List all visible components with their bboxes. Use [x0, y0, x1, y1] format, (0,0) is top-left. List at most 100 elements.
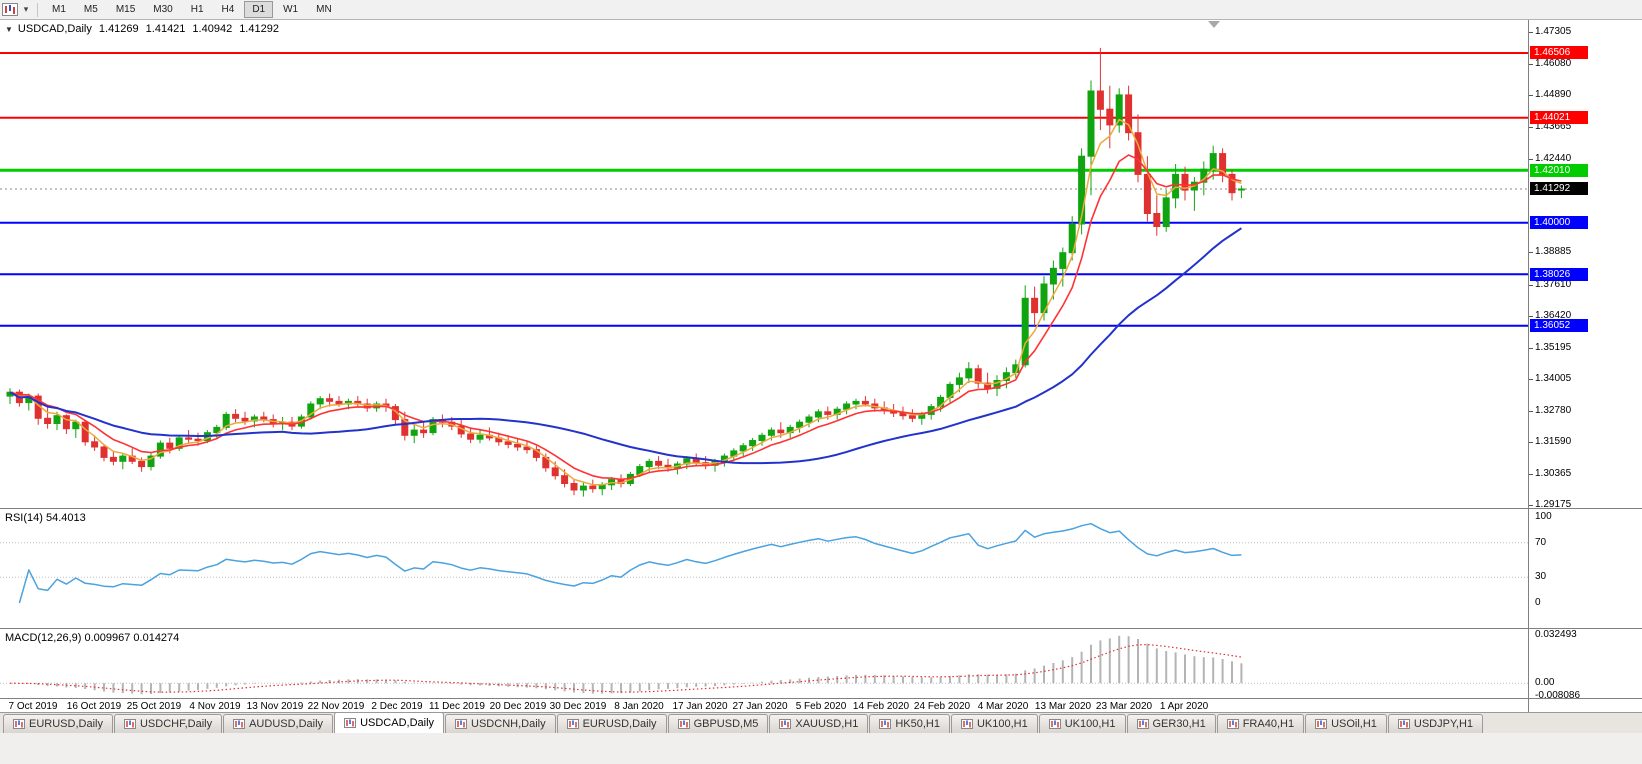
chart-tab-ger30-h1[interactable]: GER30,H1 [1126, 714, 1216, 733]
timeframe-button-W1[interactable]: W1 [275, 1, 306, 18]
chart-tab-usdcad-daily[interactable]: USDCAD,Daily [334, 712, 445, 733]
chart-tab-hk50-h1[interactable]: HK50,H1 [869, 714, 950, 733]
chart-tab-icon [233, 719, 246, 729]
timeframe-button-H4[interactable]: H4 [214, 1, 243, 18]
chart-type-dropdown-caret-icon[interactable]: ▾ [23, 4, 29, 14]
price-tick-label: 1.34005 [1535, 373, 1572, 384]
chart-tab-audusd-daily[interactable]: AUDUSD,Daily [223, 714, 334, 733]
ma-fast-line [9, 118, 1242, 486]
timeframe-button-M30[interactable]: M30 [145, 1, 180, 18]
price-tick-label: 1.37610 [1535, 279, 1572, 290]
timeframe-button-M15[interactable]: M15 [108, 1, 143, 18]
chart-tab-icon [455, 719, 468, 729]
date-tick-label: 4 Nov 2019 [189, 701, 241, 712]
ma-medium-line [9, 154, 1242, 481]
chart-tab-icon [677, 719, 690, 729]
chart-tab-label: USDJPY,H1 [1413, 718, 1474, 730]
ohlc-high: 1.41421 [145, 23, 186, 35]
macd-canvas [0, 635, 1528, 695]
chart-symbol-label: USDCAD,Daily [17, 23, 92, 35]
timeframe-button-M1[interactable]: M1 [44, 1, 74, 18]
macd-scale-axis[interactable]: 0.032493 0.00 -0.008086 [1528, 628, 1642, 701]
chart-tab-usoil-h1[interactable]: USOil,H1 [1305, 714, 1387, 733]
price-tick-label: 1.46080 [1535, 58, 1572, 69]
date-tick-label: 16 Oct 2019 [66, 701, 122, 712]
ohlc-close: 1.41292 [239, 23, 279, 35]
axis-corner [1528, 698, 1642, 712]
timeframe-button-H1[interactable]: H1 [183, 1, 212, 18]
chart-tab-fra40-h1[interactable]: FRA40,H1 [1216, 714, 1305, 733]
price-tick-mark [1529, 505, 1533, 506]
collapse-panel-icon[interactable]: ▼ [5, 25, 13, 34]
chart-tab-xauusd-h1[interactable]: XAUUSD,H1 [769, 714, 869, 733]
chart-tab-label: FRA40,H1 [1242, 718, 1295, 730]
rsi-scale-axis[interactable]: 100 70 30 0 [1528, 508, 1642, 628]
price-tick-label: 1.31590 [1535, 436, 1572, 447]
candlestick-chart-icon-glyph [2, 3, 18, 16]
price-tick-label: 1.38885 [1535, 246, 1572, 257]
chart-tab-uk100-h1[interactable]: UK100,H1 [1038, 714, 1126, 733]
date-tick-label: 8 Jan 2020 [614, 701, 664, 712]
price-tick-mark [1529, 285, 1533, 286]
chart-tab-label: EURUSD,Daily [29, 718, 103, 730]
chart-tab-icon [566, 719, 579, 729]
chart-tab-icon [960, 719, 973, 729]
chart-tab-label: UK100,H1 [1064, 718, 1116, 730]
time-axis[interactable]: 7 Oct 2019 16 Oct 2019 25 Oct 2019 4 Nov 20… [0, 698, 1528, 712]
macd-panel[interactable]: MACD(12,26,9) 0.009967 0.014274 [0, 628, 1528, 698]
candlestick-chart-icon[interactable] [0, 2, 20, 18]
price-tick-mark [1529, 159, 1533, 160]
level-price-label[interactable]: 1.38026 [1530, 268, 1588, 281]
main-chart[interactable]: ▼ USDCAD,Daily 1.41269 1.41421 1.40942 1.4129… [0, 20, 1528, 508]
macd-scale-label: -0.008086 [1535, 690, 1581, 701]
date-tick-label: 30 Dec 2019 [549, 701, 607, 712]
chart-tab-label: UK100,H1 [976, 718, 1028, 730]
level-price-label[interactable]: 1.46506 [1530, 46, 1588, 59]
price-axis[interactable]: 1.47305 1.46080 1.44890 1.43665 1.42440 1.388… [1528, 20, 1642, 510]
rsi-scale-label: 100 [1535, 511, 1552, 522]
chart-tab-gbpusd-m5[interactable]: GBPUSD,M5 [667, 714, 769, 733]
rsi-scale-label: 0 [1535, 597, 1541, 608]
chart-tab-icon [123, 719, 136, 729]
rsi-scale-label: 30 [1535, 571, 1547, 582]
price-tick-label: 1.30365 [1535, 468, 1572, 479]
date-tick-label: 14 Feb 2020 [852, 701, 910, 712]
chart-tab-usdcnh-daily[interactable]: USDCNH,Daily [445, 714, 556, 733]
ohlc-open: 1.41269 [98, 23, 139, 35]
timeframe-button-MN[interactable]: MN [308, 1, 340, 18]
level-price-label[interactable]: 1.40000 [1530, 216, 1588, 229]
date-tick-label: 20 Dec 2019 [489, 701, 547, 712]
chart-tab-uk100-h1[interactable]: UK100,H1 [950, 714, 1038, 733]
ma-slow-line [9, 227, 1242, 465]
level-price-label[interactable]: 1.44021 [1530, 111, 1588, 124]
chart-tab-usdjpy-h1[interactable]: USDJPY,H1 [1387, 714, 1484, 733]
chart-tab-eurusd-daily[interactable]: EURUSD,Daily [556, 714, 667, 733]
main-chart-canvas [0, 21, 1528, 497]
macd-signal-line [9, 643, 1242, 693]
price-tick-mark [1529, 442, 1533, 443]
level-price-label[interactable]: 1.42010 [1530, 164, 1588, 177]
chart-tab-usdchf-daily[interactable]: USDCHF,Daily [113, 714, 223, 733]
chart-tab-eurusd-daily[interactable]: EURUSD,Daily [3, 714, 113, 733]
price-tick-mark [1529, 127, 1533, 128]
price-tick-label: 1.36420 [1535, 310, 1572, 321]
rsi-label: RSI(14) 54.4013 [5, 512, 86, 524]
chart-tab-icon [344, 718, 357, 728]
date-tick-label: 1 Apr 2020 [1159, 701, 1209, 712]
chart-tab-label: USOil,H1 [1331, 718, 1377, 730]
rsi-panel[interactable]: RSI(14) 54.4013 [0, 508, 1528, 628]
date-tick-label: 11 Dec 2019 [429, 701, 485, 712]
date-tick-label: 2 Dec 2019 [371, 701, 423, 712]
chart-tab-label: HK50,H1 [895, 718, 940, 730]
price-tick-label: 1.29175 [1535, 499, 1572, 510]
timeframe-button-D1[interactable]: D1 [244, 1, 274, 18]
date-tick-label: 13 Mar 2020 [1034, 701, 1092, 712]
chart-tab-icon [13, 719, 25, 729]
current-price-label: 1.41292 [1530, 182, 1588, 195]
timeframe-button-group: M1 M5 M15 M30 H1 H4 D1 W1 MN [43, 1, 341, 18]
chart-tab-bar: EURUSD,Daily USDCHF,Daily AUDUSD,Daily USDC… [0, 712, 1642, 733]
macd-histogram [18, 635, 1243, 695]
timeframe-button-M5[interactable]: M5 [76, 1, 106, 18]
level-price-label[interactable]: 1.36052 [1530, 319, 1588, 332]
